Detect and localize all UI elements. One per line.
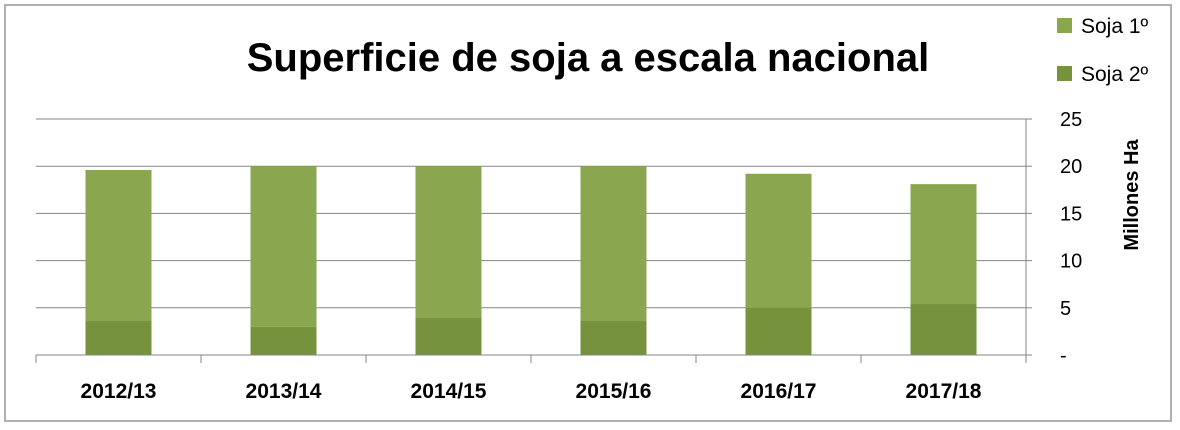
legend-label: Soja 2º xyxy=(1081,63,1149,86)
y-axis-title: Millones Ha xyxy=(1121,139,1143,251)
chart-title: Superficie de soja a escala nacional xyxy=(247,36,930,80)
legend-label: Soja 1º xyxy=(1081,15,1149,38)
x-tick-label: 2017/18 xyxy=(906,380,982,403)
gridlines xyxy=(36,118,1026,309)
bar-segment xyxy=(745,307,812,355)
bar-segment xyxy=(250,326,317,355)
y-tick-label: - xyxy=(1060,345,1067,367)
legend: Soja 1º Soja 2º xyxy=(1057,15,1149,86)
bar-segment xyxy=(250,166,317,327)
bar-segment xyxy=(910,184,977,305)
y-axis: - 5 10 15 20 25 xyxy=(1025,109,1082,367)
bar-segment xyxy=(745,173,812,308)
bar-segment xyxy=(580,166,647,322)
legend-swatch xyxy=(1057,18,1072,33)
x-tick-label: 2014/15 xyxy=(411,380,487,403)
y-tick-label: 5 xyxy=(1060,298,1071,320)
x-tick-label: 2015/16 xyxy=(576,380,652,403)
bar-segment xyxy=(910,304,977,355)
y-tick-label: 10 xyxy=(1060,251,1082,273)
bars xyxy=(85,166,977,355)
legend-swatch xyxy=(1057,66,1072,81)
y-tick-label: 20 xyxy=(1060,156,1082,178)
bar-segment xyxy=(415,317,482,355)
bar-segment xyxy=(580,321,647,355)
y-tick-label: 15 xyxy=(1060,203,1082,225)
x-tick-label: 2012/13 xyxy=(81,380,157,403)
x-tick-label: 2016/17 xyxy=(741,380,817,403)
y-tick-label: 25 xyxy=(1060,109,1082,131)
bar-segment xyxy=(415,166,482,318)
bar-segment xyxy=(85,169,152,322)
x-axis: 2012/13 2013/14 2014/15 2015/16 2016/17 2017/… xyxy=(35,354,1027,403)
x-tick-label: 2013/14 xyxy=(246,380,322,403)
bar-segment xyxy=(85,321,152,355)
